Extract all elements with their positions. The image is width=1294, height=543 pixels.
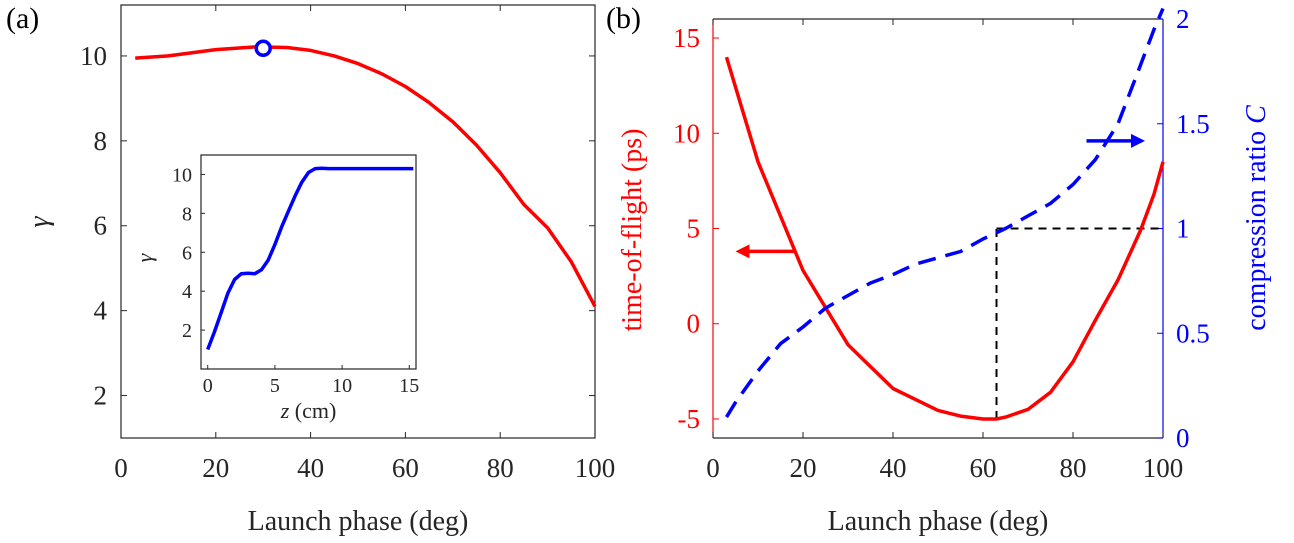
- y-tick-label-a: 6: [94, 211, 108, 241]
- arrow-head-left: [735, 244, 750, 259]
- arrow-head-right: [1131, 133, 1145, 148]
- panel-label-b: (b): [606, 2, 641, 35]
- inset-x-tick-label: 10: [332, 375, 352, 397]
- inset-x-axis-title: z (cm): [280, 398, 337, 423]
- y-axis-title-b-right-text: compression ratio: [1241, 124, 1272, 331]
- x-tick-label-b: 80: [1060, 453, 1087, 483]
- plot-frame-a: [120, 4, 596, 439]
- y-tick-label-b-right: 1.5: [1176, 109, 1210, 139]
- inset-y-tick-label: 10: [172, 164, 192, 186]
- inset-x-tick-label: 0: [203, 375, 213, 397]
- x-tick-label-a: 40: [297, 453, 324, 483]
- y-axis-title-a: γ: [24, 216, 55, 228]
- x-tick-label-b: 100: [1143, 453, 1184, 483]
- y-axis-title-b-right: compression ratio C: [1241, 105, 1272, 331]
- y-axis-title-b-right-var: C: [1241, 105, 1272, 124]
- y-tick-label-b-left: 10: [673, 118, 700, 148]
- y-tick-label-a: 8: [94, 126, 108, 156]
- y-tick-label-b-right: 0: [1176, 423, 1190, 453]
- x-tick-label-a: 100: [575, 453, 616, 483]
- inset-x-axis-var: z: [280, 398, 290, 423]
- series-line-a: [135, 45, 597, 308]
- y-tick-label-a: 10: [80, 41, 107, 71]
- inset-y-axis-title: γ: [132, 252, 157, 262]
- series-line-time-of-flight: [724, 56, 1165, 421]
- inset-frame: [200, 154, 417, 370]
- inset-x-axis-unit: (cm): [289, 398, 336, 423]
- inset-y-tick-label: 6: [182, 242, 192, 264]
- x-tick-label-a: 20: [202, 453, 229, 483]
- x-tick-label-a: 0: [114, 453, 128, 483]
- inset-y-tick-label: 8: [182, 203, 192, 225]
- x-tick-label-b: 20: [790, 453, 817, 483]
- y-axis-title-b-left: time-of-flight (ps): [617, 129, 648, 332]
- y-tick-label-b-right: 0.5: [1176, 318, 1210, 348]
- y-tick-label-b-left: 5: [687, 214, 701, 244]
- inset-x-tick-label: 5: [270, 375, 280, 397]
- y-tick-label-a: 4: [94, 296, 108, 326]
- panel-label-a: (a): [6, 2, 39, 35]
- marker-point-a: [254, 39, 272, 58]
- x-axis-title-b: Launch phase (deg): [828, 506, 1049, 537]
- x-tick-label-b: 60: [970, 453, 997, 483]
- y-tick-label-b-left: 15: [673, 23, 700, 53]
- x-tick-label-a: 60: [392, 453, 419, 483]
- inset-x-tick-label: 15: [399, 375, 419, 397]
- y-tick-label-b-left: 0: [687, 309, 701, 339]
- y-tick-label-a: 2: [94, 381, 108, 411]
- series-line-compression-ratio: [725, 7, 1165, 419]
- x-tick-label-b: 0: [706, 453, 720, 483]
- x-tick-label-b: 40: [880, 453, 907, 483]
- inset-series-line: [206, 166, 414, 351]
- x-axis-title-a: Launch phase (deg): [248, 506, 469, 537]
- inset-y-tick-label: 4: [182, 281, 192, 303]
- y-tick-label-b-right: 1: [1176, 214, 1190, 244]
- x-tick-label-a: 80: [487, 453, 514, 483]
- y-tick-label-b-left: -5: [678, 404, 701, 434]
- inset-y-tick-label: 2: [182, 320, 192, 342]
- y-tick-label-b-right: 2: [1176, 4, 1190, 34]
